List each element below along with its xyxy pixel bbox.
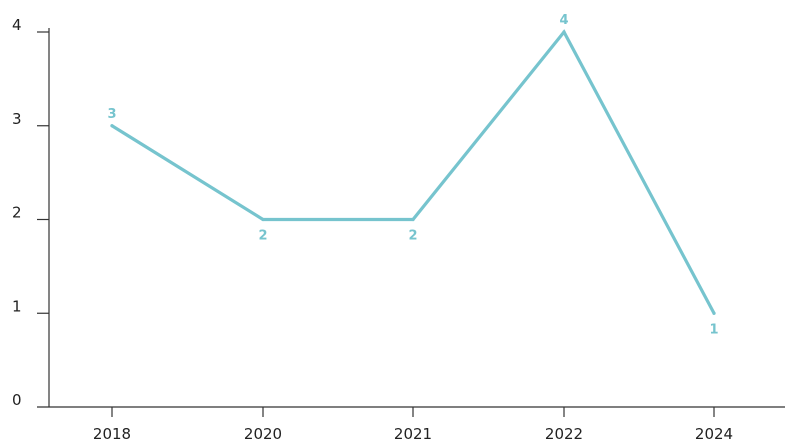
- y-tick-label: 3: [12, 110, 22, 128]
- x-tick-label: 2022: [545, 425, 583, 442]
- series-line: [110, 29, 716, 315]
- x-tick-label: 2020: [244, 425, 282, 442]
- data-label: 2: [258, 229, 267, 244]
- data-label: 2: [408, 229, 417, 244]
- data-label: 4: [559, 13, 568, 28]
- y-tick-label: 2: [12, 204, 22, 222]
- y-axis: 0 1 2 3 4: [12, 16, 50, 409]
- x-axis: 2018 2020 2021 2022 2024: [37, 406, 785, 442]
- y-tick-label: 1: [12, 297, 22, 315]
- data-point: [712, 311, 716, 315]
- data-point: [562, 30, 566, 34]
- y-tick-label: 4: [12, 16, 22, 34]
- plot-area: 3 2 2 4 1: [107, 13, 718, 337]
- x-tick-label: 2024: [695, 425, 733, 442]
- data-label: 3: [107, 107, 116, 122]
- x-tick-label: 2021: [394, 425, 432, 442]
- data-point: [411, 217, 415, 222]
- x-tick-label: 2018: [93, 425, 131, 442]
- data-label: 1: [709, 322, 718, 337]
- data-point: [261, 217, 265, 222]
- y-tick-label: 0: [12, 391, 22, 409]
- data-point: [110, 124, 114, 128]
